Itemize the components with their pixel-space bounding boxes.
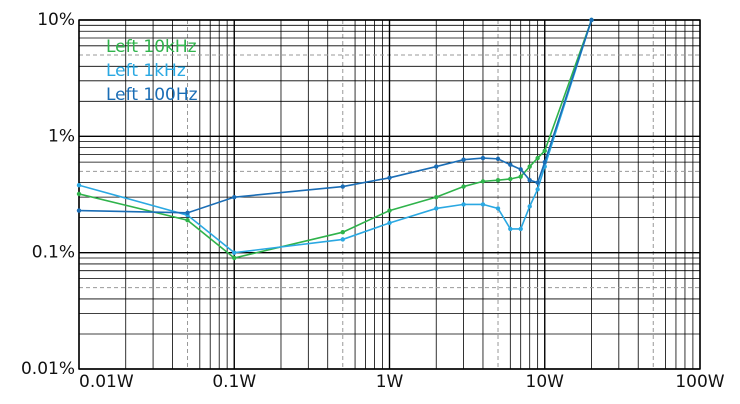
legend-entry: Left 1kHz bbox=[106, 61, 186, 81]
data-point bbox=[434, 164, 439, 169]
data-point bbox=[76, 183, 82, 188]
x-tick-label: 1W bbox=[376, 372, 404, 392]
data-point bbox=[461, 157, 466, 162]
data-point bbox=[480, 179, 486, 184]
legend-entry: Left 100Hz bbox=[106, 85, 198, 105]
data-point bbox=[340, 237, 345, 242]
data-point bbox=[495, 156, 501, 162]
data-point bbox=[542, 159, 547, 165]
data-point bbox=[461, 184, 466, 189]
x-tick-label: 10W bbox=[526, 372, 565, 392]
data-point bbox=[518, 174, 523, 179]
data-point bbox=[495, 177, 501, 183]
data-point bbox=[508, 176, 513, 182]
data-point bbox=[185, 210, 190, 216]
data-point bbox=[508, 226, 513, 232]
data-point bbox=[76, 191, 82, 197]
data-point bbox=[434, 194, 439, 200]
data-point bbox=[387, 208, 392, 213]
data-point bbox=[232, 255, 237, 261]
data-point bbox=[527, 204, 532, 209]
data-point bbox=[527, 164, 532, 169]
x-tick-label: 100W bbox=[675, 372, 724, 392]
data-point bbox=[387, 220, 392, 226]
data-point bbox=[535, 187, 540, 192]
y-tick-label: 0.01% bbox=[21, 359, 75, 379]
data-point bbox=[589, 17, 594, 23]
data-point bbox=[387, 175, 392, 181]
data-point bbox=[340, 184, 345, 189]
legend-entry: Left 10kHz bbox=[106, 37, 197, 57]
data-point bbox=[434, 206, 439, 211]
data-point bbox=[535, 180, 540, 185]
data-point bbox=[232, 194, 237, 200]
data-point bbox=[508, 162, 513, 167]
data-point bbox=[480, 155, 486, 161]
data-point bbox=[461, 202, 466, 207]
data-point bbox=[518, 226, 523, 232]
x-tick-label: 0.01W bbox=[79, 372, 134, 392]
y-tick-label: 1% bbox=[48, 126, 75, 146]
data-point bbox=[527, 177, 532, 183]
data-point bbox=[76, 208, 82, 213]
data-point bbox=[518, 167, 523, 172]
data-point bbox=[185, 218, 190, 223]
data-point bbox=[495, 206, 501, 211]
data-point bbox=[542, 148, 547, 154]
data-point bbox=[340, 229, 345, 235]
data-point bbox=[232, 250, 237, 255]
data-point bbox=[535, 155, 540, 161]
y-tick-label: 10% bbox=[37, 10, 75, 30]
x-tick-label: 0.1W bbox=[212, 372, 256, 392]
data-point bbox=[480, 202, 486, 207]
y-tick-label: 0.1% bbox=[32, 243, 75, 263]
